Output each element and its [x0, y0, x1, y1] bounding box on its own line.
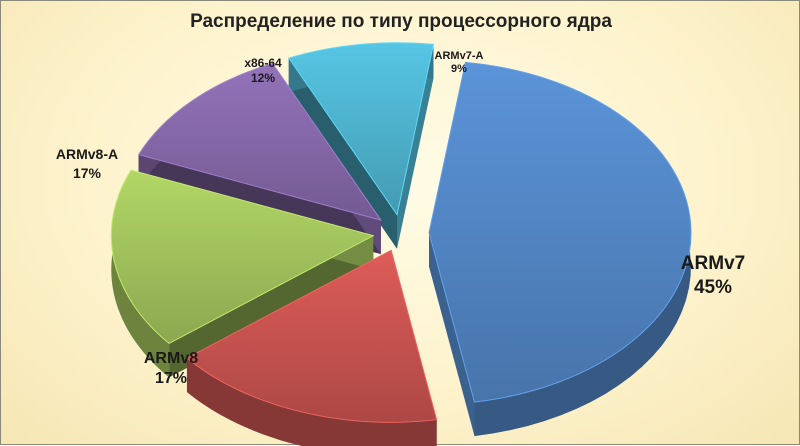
value-label-armv7: 45% [694, 277, 732, 298]
value-label-x86-64: 12% [251, 71, 275, 85]
label-armv8-a: ARMv8-A [56, 146, 118, 162]
label-armv7-a: ARMv7-A [435, 50, 484, 62]
value-label-armv7-a: 9% [451, 63, 467, 75]
value-label-armv8: 17% [155, 370, 187, 387]
value-label-armv8-a: 17% [73, 165, 102, 181]
slice-rim-armv8 [186, 358, 437, 446]
slice-rim-armv8-a [111, 170, 170, 378]
slice-armv7[interactable] [428, 61, 692, 403]
label-armv7: ARMv7 [681, 253, 745, 274]
label-x86-64: x86-64 [244, 56, 282, 70]
label-armv8: ARMv8 [144, 350, 198, 367]
slice-wall-armv7 [428, 232, 475, 437]
slice-wall-armv7-a [288, 58, 398, 249]
slice-armv7-a[interactable] [287, 42, 435, 216]
slice-x86-64[interactable] [137, 62, 383, 222]
slice-wall-armv7-a [397, 44, 434, 249]
slice-armv8[interactable] [186, 249, 438, 423]
chart-title: Распределение по типу процессорного ядра [190, 11, 612, 32]
slice-armv8-a[interactable] [110, 169, 375, 345]
